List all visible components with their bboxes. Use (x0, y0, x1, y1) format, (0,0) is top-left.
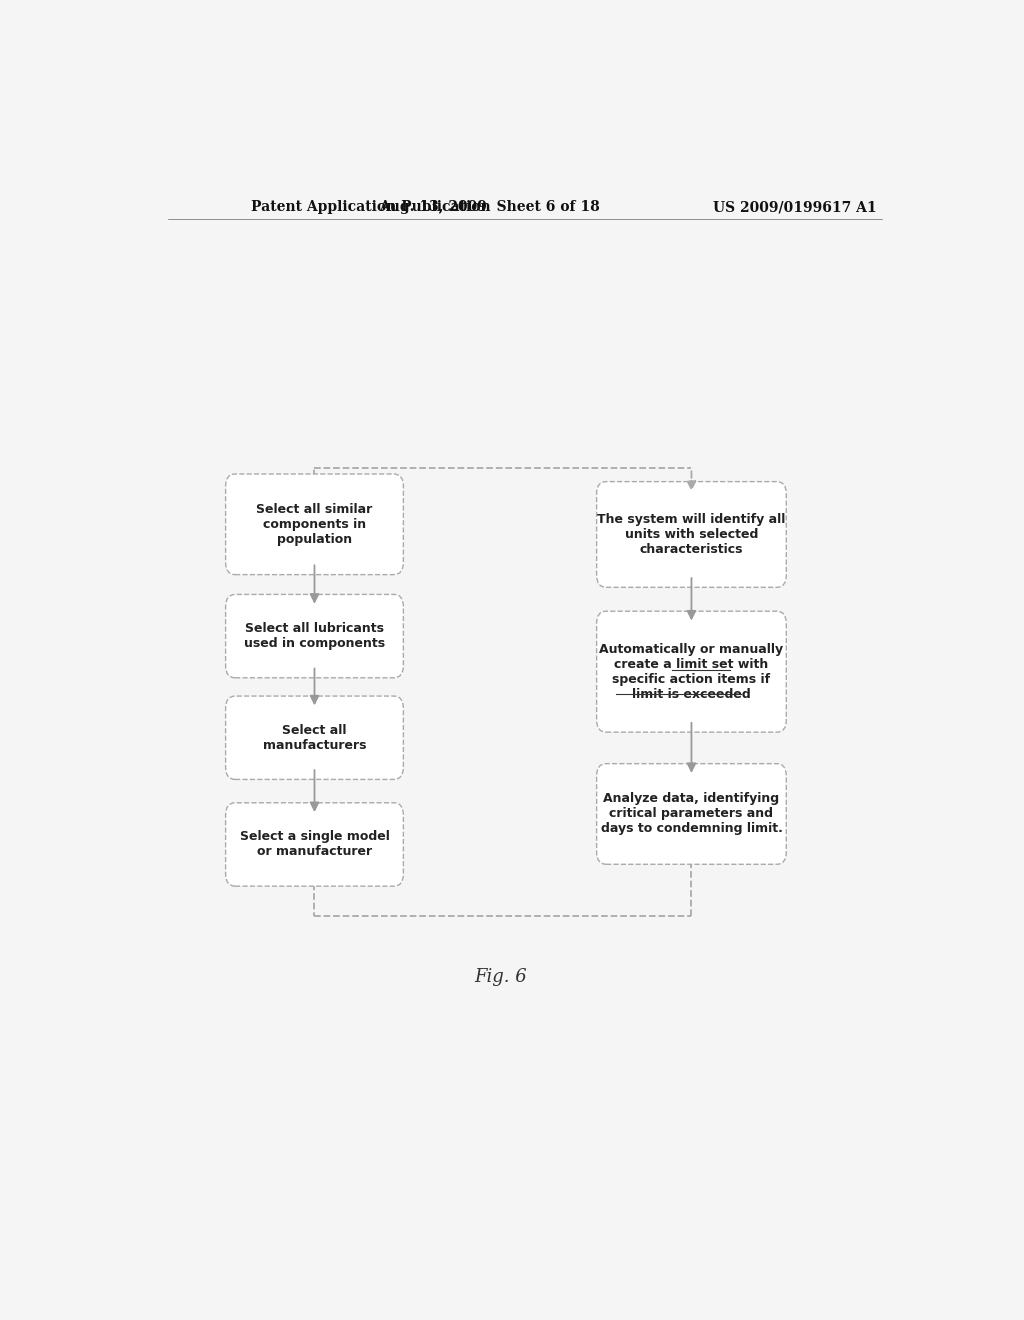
Text: Select all
manufacturers: Select all manufacturers (263, 723, 367, 752)
FancyBboxPatch shape (597, 482, 786, 587)
Text: US 2009/0199617 A1: US 2009/0199617 A1 (713, 201, 877, 214)
Text: Analyze data, identifying
critical parameters and
days to condemning limit.: Analyze data, identifying critical param… (600, 792, 782, 836)
Text: Select a single model
or manufacturer: Select a single model or manufacturer (240, 830, 389, 858)
Text: The system will identify all
units with selected
characteristics: The system will identify all units with … (597, 513, 785, 556)
FancyBboxPatch shape (225, 594, 403, 677)
Text: Patent Application Publication: Patent Application Publication (251, 201, 490, 214)
Text: Select all lubricants
used in components: Select all lubricants used in components (244, 622, 385, 651)
FancyBboxPatch shape (225, 474, 403, 574)
Text: Select all similar
components in
population: Select all similar components in populat… (256, 503, 373, 545)
FancyBboxPatch shape (225, 696, 403, 779)
Text: Aug. 13, 2009  Sheet 6 of 18: Aug. 13, 2009 Sheet 6 of 18 (379, 201, 599, 214)
Text: Automatically or manually
create a limit set with
specific action items if
limit: Automatically or manually create a limit… (599, 643, 783, 701)
FancyBboxPatch shape (597, 611, 786, 733)
Text: Fig. 6: Fig. 6 (474, 968, 527, 986)
FancyBboxPatch shape (225, 803, 403, 886)
FancyBboxPatch shape (597, 764, 786, 865)
